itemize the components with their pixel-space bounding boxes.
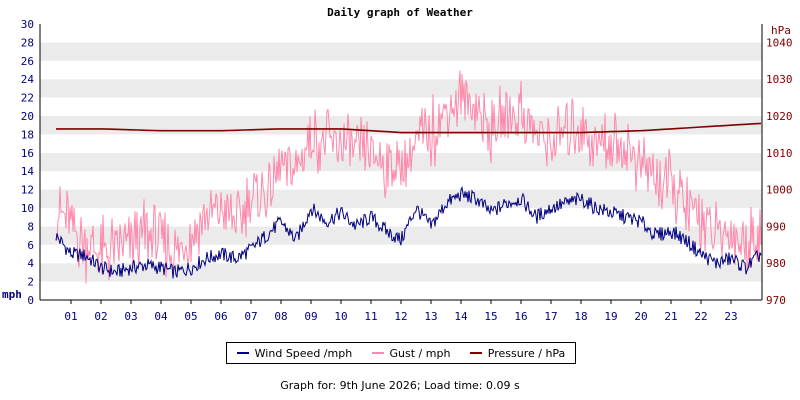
- graph-footer: Graph for: 9th June 2026; Load time: 0.0…: [280, 379, 520, 392]
- x-tick-label: 17: [544, 310, 557, 323]
- x-tick-label: 07: [244, 310, 257, 323]
- legend-item-gust: Gust / mph: [371, 346, 451, 360]
- legend-label-gust: Gust / mph: [389, 346, 451, 360]
- y-axis-label-left: mph: [2, 288, 22, 301]
- x-tick-label: 18: [574, 310, 587, 323]
- y-tick-label-right: 1000: [766, 184, 793, 197]
- grid-band: [40, 208, 762, 227]
- legend-swatch-wind: [236, 352, 249, 354]
- y-tick-label-left: 4: [27, 257, 34, 270]
- legend-swatch-pressure: [469, 352, 482, 354]
- weather-chart: 0246810121416182022242628309709809901000…: [2, 6, 793, 323]
- y-tick-label-right: 1020: [766, 110, 793, 123]
- legend-item-wind: Wind Speed /mph: [236, 346, 353, 360]
- grid-band: [40, 116, 762, 135]
- y-tick-label-left: 28: [21, 36, 34, 49]
- grid-band: [40, 134, 762, 153]
- x-tick-label: 02: [94, 310, 107, 323]
- y-tick-label-left: 20: [21, 110, 34, 123]
- x-tick-label: 14: [454, 310, 468, 323]
- y-tick-label-left: 2: [27, 276, 34, 289]
- series-line-wind-speed: [55, 185, 762, 279]
- x-tick-label: 03: [124, 310, 137, 323]
- y-tick-label-left: 14: [21, 165, 35, 178]
- grid-band: [40, 97, 762, 116]
- x-tick-label: 21: [664, 310, 677, 323]
- y-tick-label-left: 18: [21, 128, 34, 141]
- y-axis-label-right: hPa: [771, 24, 791, 37]
- y-tick-label-right: 990: [766, 220, 786, 233]
- y-tick-label-right: 1010: [766, 147, 793, 160]
- y-tick-label-left: 12: [21, 184, 34, 197]
- y-tick-label-left: 22: [21, 92, 34, 105]
- chart-title: Daily graph of Weather: [327, 6, 473, 19]
- x-tick-label: 10: [334, 310, 347, 323]
- chart-legend: Wind Speed /mph Gust / mph Pressure / hP…: [226, 342, 576, 364]
- x-tick-label: 23: [724, 310, 737, 323]
- x-tick-label: 12: [394, 310, 407, 323]
- x-tick-label: 11: [364, 310, 377, 323]
- x-tick-label: 16: [514, 310, 527, 323]
- y-tick-label-right: 970: [766, 294, 786, 307]
- y-tick-label-left: 10: [21, 202, 34, 215]
- series-line-pressure: [56, 122, 762, 134]
- y-tick-label-left: 0: [27, 294, 34, 307]
- y-tick-label-left: 16: [21, 147, 34, 160]
- x-tick-label: 06: [214, 310, 227, 323]
- legend-swatch-gust: [371, 352, 384, 354]
- y-tick-label-left: 6: [27, 239, 34, 252]
- x-tick-label: 04: [154, 310, 168, 323]
- grid-band: [40, 42, 762, 61]
- grid-band: [40, 263, 762, 282]
- grid-band: [40, 79, 762, 98]
- grid-band: [40, 60, 762, 80]
- y-tick-label-left: 26: [21, 55, 34, 68]
- grid-band: [40, 226, 762, 245]
- y-tick-label-right: 1030: [766, 73, 793, 86]
- legend-item-pressure: Pressure / hPa: [469, 346, 566, 360]
- y-tick-label-right: 980: [766, 257, 786, 270]
- x-tick-label: 05: [184, 310, 197, 323]
- x-tick-label: 20: [634, 310, 647, 323]
- x-tick-label: 19: [604, 310, 617, 323]
- series-line-gust: [55, 70, 762, 284]
- x-tick-label: 22: [694, 310, 707, 323]
- grid-band: [40, 24, 762, 43]
- grid-band: [40, 281, 762, 300]
- y-tick-label-left: 8: [27, 220, 34, 233]
- x-tick-label: 01: [64, 310, 77, 323]
- x-tick-label: 13: [424, 310, 437, 323]
- y-tick-label-right: 1040: [766, 36, 793, 49]
- legend-label-wind: Wind Speed /mph: [254, 346, 353, 360]
- x-tick-label: 09: [304, 310, 317, 323]
- y-tick-label-left: 24: [21, 73, 35, 86]
- x-tick-label: 15: [484, 310, 497, 323]
- y-tick-label-left: 30: [21, 18, 34, 31]
- grid-band: [40, 189, 762, 208]
- grid-band: [40, 152, 762, 172]
- legend-label-pressure: Pressure / hPa: [487, 346, 566, 360]
- x-tick-label: 08: [274, 310, 287, 323]
